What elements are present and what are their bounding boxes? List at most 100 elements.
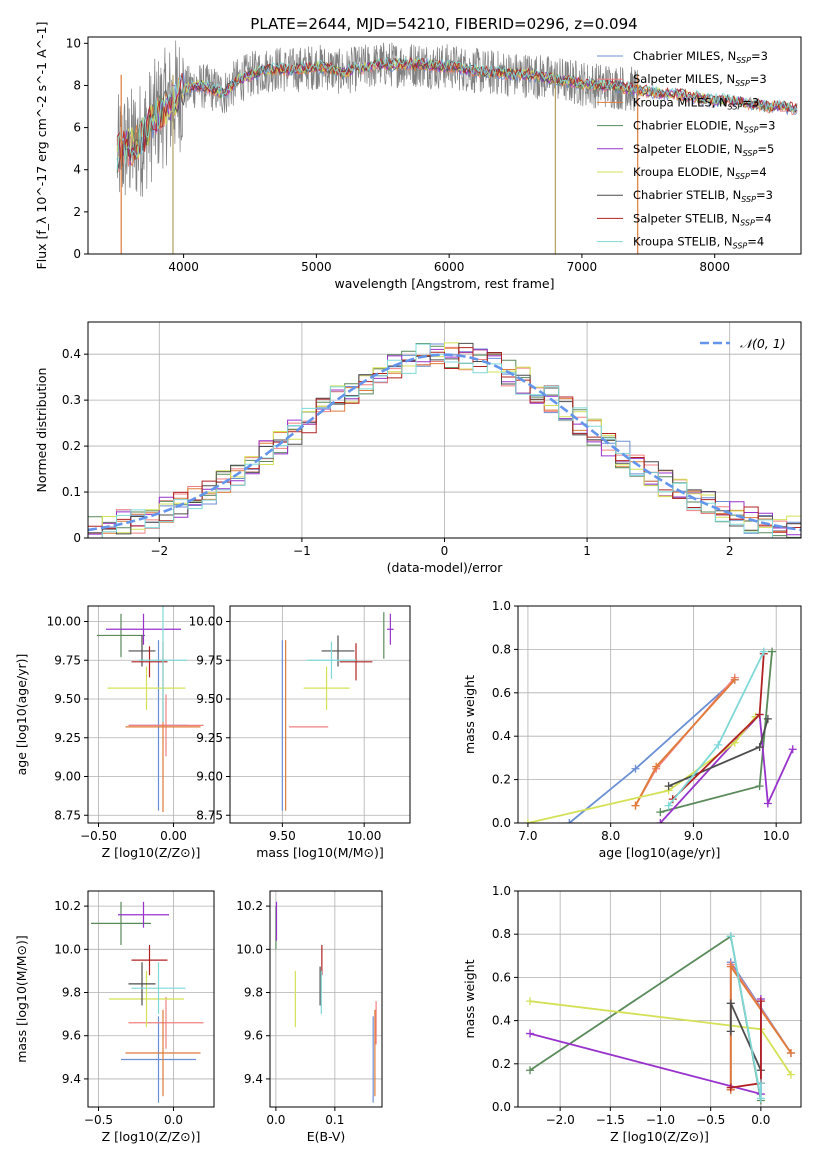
x-axis-label: Z [log10(Z/Z⊙)] — [102, 845, 201, 860]
figure-title: PLATE=2644, MJD=54210, FIBERID=0296, z=0… — [250, 15, 637, 33]
x-tick-label: 10.0 — [763, 829, 790, 843]
legend-entry-label: Chabrier ELODIE, NSSP=3 — [633, 119, 775, 135]
axes-frame: −0.50 0.00 8.75 9.00 9.25 9.50 9.75 10.00 Z [log… — [14, 605, 215, 860]
error-bar-point — [131, 646, 168, 678]
y-tick-label: 9.75 — [54, 653, 81, 667]
weight-marker — [788, 745, 797, 754]
legend-subscript: SSP — [736, 56, 751, 65]
weight-marker — [726, 962, 735, 971]
error-bar-point — [321, 635, 355, 667]
residual-histogram — [88, 343, 801, 538]
x-axis-label: age [log10(age/yr)] — [599, 845, 721, 860]
y-tick-label: 10.00 — [47, 615, 81, 629]
plot-content — [88, 342, 801, 538]
legend-entry-label: Salpeter MILES, NSSP=3 — [633, 72, 767, 88]
x-axis-label: Z [log10(Z/Z⊙)] — [102, 1129, 201, 1144]
plot-residuals: −2 −1 0 1 2 0 0.1 0.2 0.3 0.4 (data-model)/error No… — [34, 321, 802, 575]
error-bar-point — [131, 962, 186, 1015]
x-tick-label: −1 — [293, 544, 311, 558]
weight-marker — [763, 799, 772, 808]
x-tick-label: 0.0 — [751, 1113, 770, 1127]
axes-border — [229, 605, 411, 824]
y-tick-label: 9.00 — [196, 770, 223, 784]
weight-marker — [756, 997, 765, 1006]
x-tick-label: −1.0 — [646, 1113, 675, 1127]
weight-marker — [726, 999, 735, 1008]
weight-marker — [755, 710, 764, 719]
legend-subscript: SSP — [741, 195, 756, 204]
error-bar-point — [128, 996, 204, 1049]
x-tick-label: −0.5 — [696, 1113, 725, 1127]
x-tick-label: 0.0 — [164, 1113, 183, 1127]
y-tick-label: 9.6 — [62, 1029, 81, 1043]
x-tick-label: 5000 — [301, 260, 332, 274]
legend-entry-label: Kroupa ELODIE, NSSP=4 — [633, 165, 767, 181]
legend-count: =3 — [756, 188, 773, 202]
weight-marker — [526, 997, 535, 1006]
y-tick-label: 9.8 — [62, 986, 81, 1000]
plot-content — [116, 40, 798, 254]
plot-content — [275, 901, 377, 1103]
axes-border — [269, 890, 383, 1108]
y-tick-label: 10 — [66, 36, 81, 50]
y-tick-label: 4 — [73, 163, 81, 177]
model-spectrum-line — [116, 57, 798, 170]
weight-marker — [526, 1066, 535, 1075]
legend-entry-label: Salpeter ELODIE, NSSP=5 — [633, 142, 774, 158]
y-tick-label: 0.3 — [62, 393, 81, 407]
legend-entry-label: Chabrier MILES, NSSP=3 — [633, 49, 768, 65]
y-tick-label: 0.2 — [492, 773, 511, 787]
y-tick-label: 8.75 — [54, 808, 81, 822]
legend-count: =4 — [750, 165, 767, 179]
x-tick-label: 0.1 — [325, 1113, 344, 1127]
x-tick-label: 9.50 — [269, 829, 296, 843]
y-tick-label: 10.0 — [236, 942, 263, 956]
y-tick-label: 0.8 — [492, 927, 511, 941]
weight-marker — [631, 764, 640, 773]
plot-content — [91, 901, 204, 1103]
weight-marker — [664, 801, 673, 810]
legend-count: =3 — [759, 119, 776, 133]
error-bar-point — [106, 613, 181, 645]
x-tick-label: −0.50 — [80, 829, 117, 843]
x-tick-label: 6000 — [434, 260, 465, 274]
weight-marker — [730, 738, 739, 747]
axes-frame: −2 −1 0 1 2 0 0.1 0.2 0.3 0.4 (data-model)/error No… — [34, 321, 802, 575]
error-bar-point — [139, 606, 187, 723]
x-tick-label: 8.0 — [601, 829, 620, 843]
axes-frame: 7.0 8.0 9.0 10.0 0.0 0.2 0.4 0.6 0.8 1.0 age [log1… — [462, 599, 802, 860]
y-axis-label: mass weight — [462, 959, 477, 1038]
legend-count: =4 — [755, 211, 772, 225]
y-tick-label: 0.4 — [492, 1014, 511, 1028]
y-axis-label: mass [log10(M/M⊙)] — [14, 935, 29, 1063]
y-axis-label: Flux [f_λ 10^-17 erg cm^-2 s^-1 A^-1] — [34, 22, 49, 270]
weight-marker — [631, 801, 640, 810]
y-tick-label: 9.8 — [244, 986, 263, 1000]
axes-border — [517, 605, 802, 824]
axes-frame: −0.5 0.0 9.4 9.6 9.8 10.0 10.2 Z [log10(Z/Z⊙)] m… — [14, 890, 215, 1144]
legend-count: =4 — [747, 235, 764, 249]
x-tick-label: −2 — [150, 544, 168, 558]
weight-marker — [565, 819, 574, 823]
weight-marker — [756, 1094, 765, 1103]
x-tick-label: 10.00 — [347, 829, 381, 843]
y-tick-label: 0.6 — [492, 686, 511, 700]
error-bar-point — [121, 1016, 196, 1103]
y-tick-label: 6 — [73, 121, 81, 135]
weight-marker — [763, 714, 772, 723]
y-tick-label: 1.0 — [492, 884, 511, 898]
weight-marker — [652, 762, 661, 771]
x-tick-label: −1.5 — [596, 1113, 625, 1127]
error-bar-point — [131, 945, 168, 976]
y-tick-label: 0.2 — [492, 1057, 511, 1071]
plot-age_vs_mass: 9.50 10.00 8.75 9.00 9.25 9.50 9.75 10.00 mass [… — [189, 605, 411, 860]
y-tick-label: 0.4 — [62, 347, 81, 361]
error-bar-point — [91, 901, 151, 945]
x-tick-label: 0.00 — [160, 829, 187, 843]
x-tick-label: 4000 — [168, 260, 199, 274]
error-bar-point — [339, 643, 373, 681]
legend-subscript: SSP — [735, 172, 750, 181]
weight-marker — [656, 819, 665, 823]
weight-marker — [756, 1079, 765, 1088]
